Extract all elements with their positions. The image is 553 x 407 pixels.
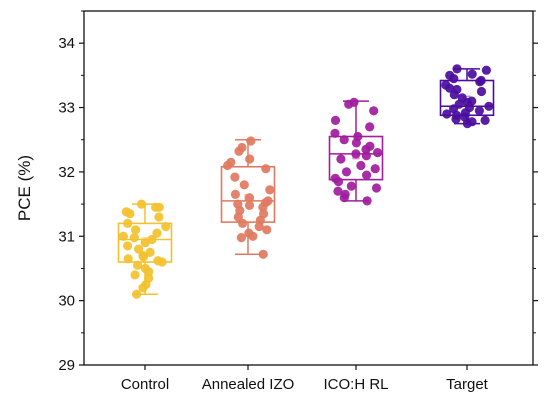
data-point <box>246 136 256 146</box>
data-point <box>333 177 344 187</box>
data-point <box>152 228 162 238</box>
data-point <box>462 119 472 129</box>
data-point <box>333 186 343 196</box>
data-point <box>230 189 240 199</box>
data-point <box>261 164 271 174</box>
data-point <box>130 270 140 280</box>
data-point <box>445 83 455 93</box>
y-axis-label: PCE (%) <box>15 155 34 221</box>
data-point <box>118 231 128 241</box>
data-point <box>481 65 491 75</box>
data-point <box>123 218 133 228</box>
data-point <box>132 289 142 299</box>
data-point <box>236 233 246 243</box>
box-iqr <box>117 222 173 263</box>
x-tick-label: Target <box>446 376 489 393</box>
data-point <box>223 160 233 171</box>
data-point <box>365 122 375 132</box>
x-tick-label: ICO:H RL <box>323 376 388 393</box>
data-point <box>361 151 371 161</box>
data-point <box>442 109 452 119</box>
data-point <box>346 181 356 191</box>
data-point <box>131 225 141 235</box>
data-point <box>351 149 361 159</box>
data-point <box>129 233 139 243</box>
data-point <box>239 180 249 190</box>
data-point <box>254 222 264 232</box>
data-point <box>330 128 340 138</box>
data-point <box>330 115 341 125</box>
y-tick-label: 30 <box>58 293 75 310</box>
data-point <box>474 106 484 116</box>
box-group-1 <box>117 199 173 299</box>
data-point <box>467 69 477 79</box>
data-point <box>136 199 147 209</box>
data-point <box>134 244 144 254</box>
data-point <box>449 74 459 84</box>
data-point <box>339 193 349 203</box>
data-point <box>451 114 461 124</box>
data-point <box>356 160 366 171</box>
data-point <box>230 172 240 182</box>
plot-area <box>117 64 495 299</box>
data-point <box>449 90 459 100</box>
data-point <box>373 148 383 158</box>
data-point <box>484 101 494 111</box>
data-point <box>144 267 154 277</box>
x-tick-label: Control <box>121 376 169 393</box>
data-point <box>154 202 164 212</box>
data-point <box>248 231 258 241</box>
data-point <box>262 225 272 235</box>
box-group-2 <box>220 136 276 259</box>
data-point <box>369 106 379 116</box>
data-point <box>258 249 268 259</box>
data-point <box>344 99 354 109</box>
data-point <box>339 135 349 145</box>
data-point <box>245 154 255 164</box>
data-point <box>244 193 255 203</box>
data-point <box>161 222 171 232</box>
data-point <box>336 154 346 164</box>
data-point <box>362 170 372 180</box>
box-group-3 <box>328 97 384 206</box>
data-point <box>123 254 133 264</box>
data-point <box>265 185 275 195</box>
data-point <box>145 247 155 257</box>
axes: 29 30 31 32 33 34 Control Annealed IZO ICO:H RL T… <box>58 10 538 393</box>
data-point <box>157 257 167 267</box>
data-point <box>123 241 133 251</box>
box-group-4 <box>439 64 495 129</box>
data-point <box>452 64 462 74</box>
y-tick-label: 29 <box>58 357 75 374</box>
y-tick-label: 33 <box>58 100 75 117</box>
data-point <box>234 146 244 156</box>
y-tick-label: 31 <box>58 228 75 245</box>
data-point <box>475 77 485 87</box>
y-tick-label: 34 <box>58 35 75 52</box>
data-point <box>362 196 372 206</box>
data-point <box>140 238 150 248</box>
data-point <box>370 164 380 174</box>
data-point <box>154 212 164 222</box>
data-point <box>480 115 490 125</box>
data-point <box>238 218 248 228</box>
x-tick-label: Annealed IZO <box>202 376 295 393</box>
y-tick-label: 32 <box>58 164 75 181</box>
data-point <box>351 138 361 148</box>
data-point <box>476 86 487 97</box>
data-point <box>371 183 382 193</box>
data-point <box>125 209 135 219</box>
data-point <box>138 283 148 293</box>
data-point <box>341 167 352 177</box>
box-iqr <box>220 165 276 223</box>
data-point <box>244 200 255 210</box>
plot-frame <box>83 10 534 366</box>
data-point <box>138 252 149 262</box>
data-point <box>133 260 143 270</box>
